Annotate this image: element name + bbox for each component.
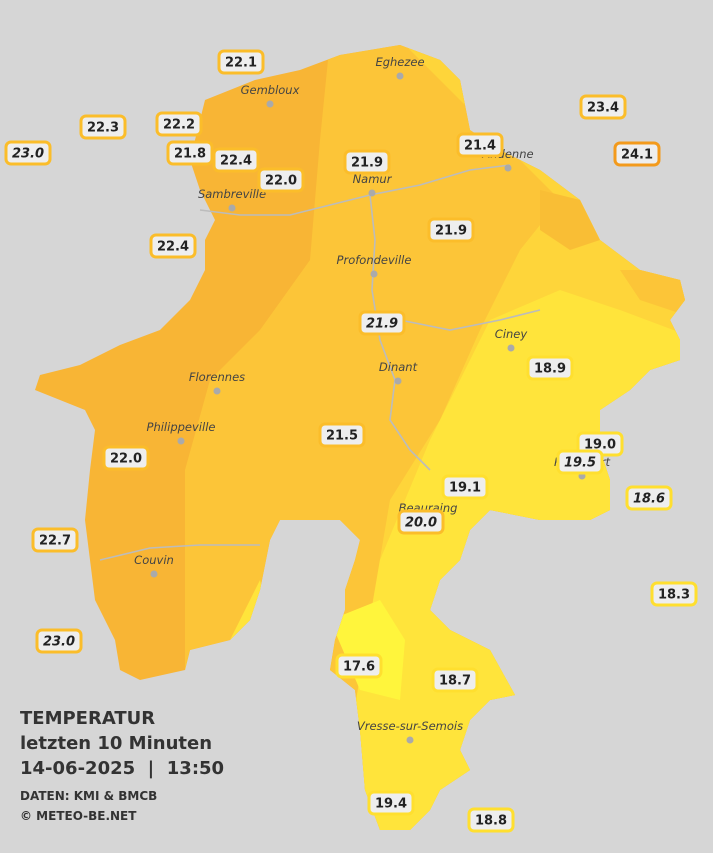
station-box: [318, 422, 366, 448]
station-value: 21.4: [464, 139, 496, 154]
station-value: 22.3: [87, 121, 119, 136]
station-box: [650, 581, 698, 607]
city-name: Dinant: [379, 360, 418, 374]
legend-source: DATEN: KMI & BMCB: [20, 789, 157, 803]
station-box: [397, 509, 445, 535]
city-dot: [406, 736, 414, 744]
station-box: [79, 114, 127, 140]
city-name: Namur: [353, 172, 393, 186]
station-value: 18.8: [475, 814, 507, 829]
station-box: [579, 94, 627, 120]
city-dot: [177, 437, 185, 445]
station-value: 17.6: [343, 660, 375, 675]
station-box: [4, 140, 52, 166]
city-name: Ciney: [495, 327, 528, 341]
station-value: 20.0: [405, 516, 437, 531]
city-dot: [507, 344, 515, 352]
city-name: Eghezee: [375, 55, 424, 69]
station-value: 22.2: [163, 118, 195, 133]
city-dot: [228, 204, 236, 212]
station-box: [343, 149, 391, 175]
station-box: [166, 140, 214, 166]
city-name: Couvin: [134, 553, 174, 567]
city-name: Profondeville: [337, 253, 412, 267]
station-value: 22.4: [220, 154, 252, 169]
station-value: 21.5: [326, 429, 358, 444]
stations: 22.1 22.3 22.2 23.0 21.8 22.4 22.0 21.9 21.4 23.4…: [4, 49, 698, 833]
station-value: 19.5: [564, 456, 596, 471]
station-box: [526, 355, 574, 381]
station-value: 18.9: [534, 362, 566, 377]
city-name: Florennes: [189, 370, 245, 384]
station-value: 23.0: [43, 635, 75, 650]
station-box: [31, 527, 79, 553]
station-value: 22.0: [110, 452, 142, 467]
station-box: [335, 653, 383, 679]
station-value: 23.4: [587, 101, 619, 116]
station-box: [358, 310, 406, 336]
city-name: Gembloux: [241, 83, 300, 97]
legend-datetime: 14-06-2025 | 13:50: [20, 758, 224, 779]
station-value: 19.0: [584, 438, 616, 453]
station-box: [102, 445, 150, 471]
station-box: [441, 474, 489, 500]
station-value: 18.7: [439, 674, 471, 689]
station-value: 21.9: [351, 156, 383, 171]
station-box: [212, 147, 260, 173]
city-dot: [150, 570, 158, 578]
station-box: [367, 790, 415, 816]
legend-subtitle: letzten 10 Minuten: [20, 733, 212, 754]
city-dot: [504, 164, 512, 172]
city-name: Vresse-sur-Semois: [357, 719, 463, 733]
station-value: 22.1: [225, 56, 257, 71]
station-box: [613, 141, 661, 167]
station-box: [456, 132, 504, 158]
station-box: [625, 485, 673, 511]
city-dot: [266, 100, 274, 108]
city-name: Sambreville: [198, 187, 266, 201]
station-value: 18.3: [658, 588, 690, 603]
station-value: 21.9: [435, 224, 467, 239]
station-box: [556, 449, 604, 475]
station-value: 22.7: [39, 534, 71, 549]
city-dot: [396, 72, 404, 80]
station-value: 22.4: [157, 240, 189, 255]
station-value: 24.1: [621, 148, 653, 163]
station-box: [149, 233, 197, 259]
city-dot: [394, 377, 402, 385]
station-value: 21.8: [174, 147, 206, 162]
station-value: 18.6: [633, 492, 665, 507]
station-value: 22.0: [265, 174, 297, 189]
station-value: 23.0: [12, 147, 44, 162]
city-name: Philippeville: [147, 420, 216, 434]
station-box: [431, 667, 479, 693]
city-dot: [370, 270, 378, 278]
station-box: [467, 807, 515, 833]
city-dot: [368, 189, 376, 197]
city-dot: [213, 387, 221, 395]
station-box: [35, 628, 83, 654]
station-box: [427, 217, 475, 243]
station-value: 21.9: [366, 317, 398, 332]
station-box: [257, 167, 305, 193]
station-box: [217, 49, 265, 75]
legend-title: TEMPERATUR: [20, 708, 155, 729]
station-box: [155, 111, 203, 137]
station-value: 19.1: [449, 481, 481, 496]
rivers: [99, 164, 541, 561]
legend-copyright: © METEO-BE.NET: [20, 809, 137, 823]
station-value: 19.4: [375, 797, 407, 812]
